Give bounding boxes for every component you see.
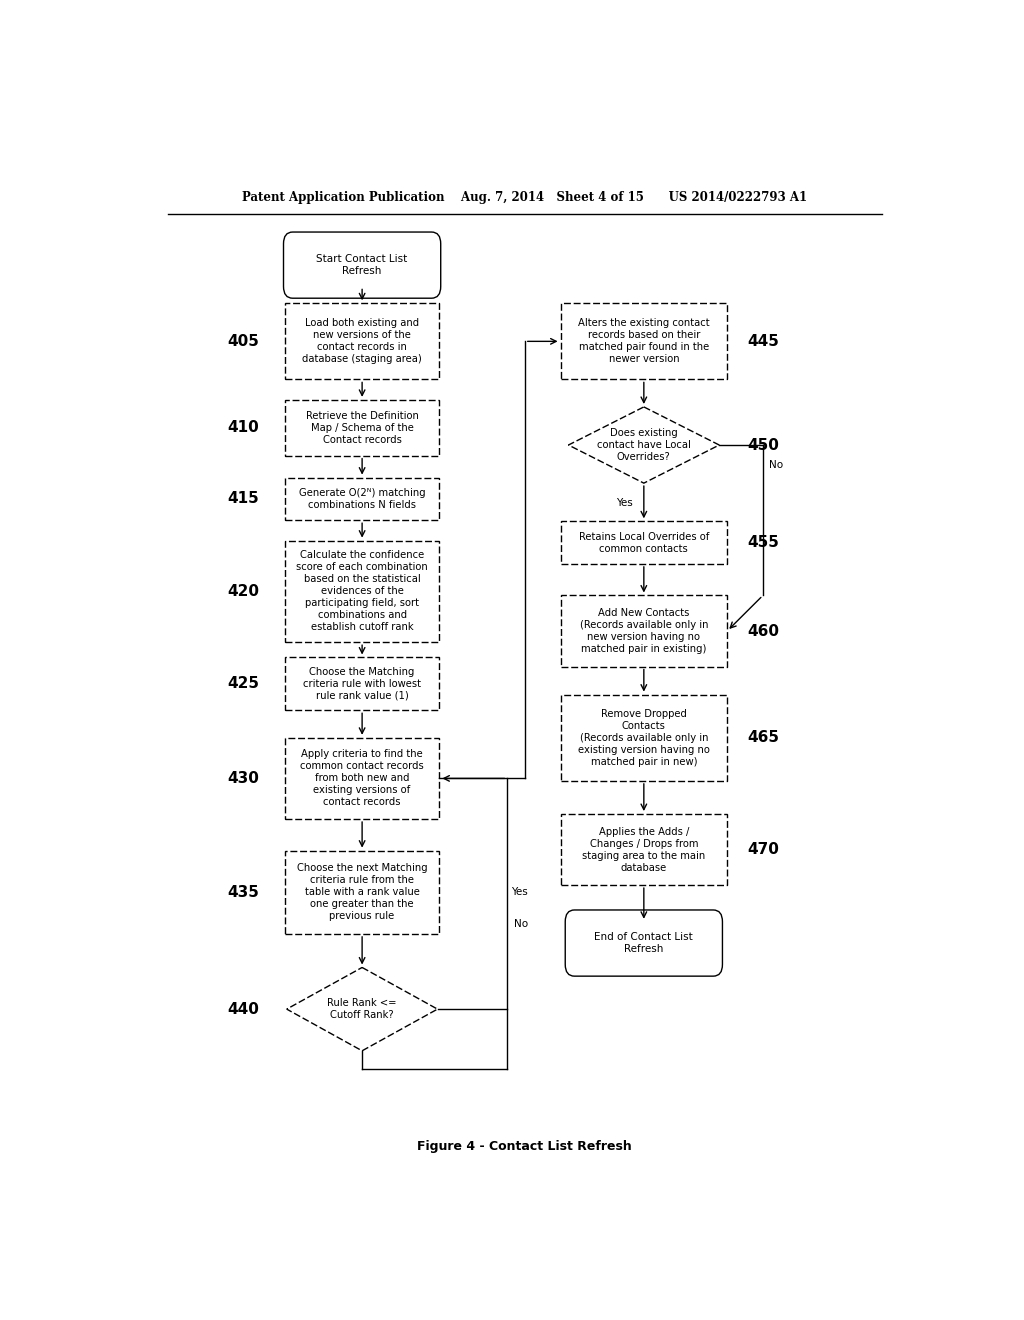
Polygon shape	[568, 407, 719, 483]
Text: Alters the existing contact
records based on their
matched pair found in the
new: Alters the existing contact records base…	[578, 318, 710, 364]
FancyBboxPatch shape	[560, 304, 727, 379]
Text: 460: 460	[746, 623, 779, 639]
FancyBboxPatch shape	[565, 909, 723, 977]
FancyBboxPatch shape	[285, 541, 439, 643]
Polygon shape	[287, 968, 437, 1051]
Text: 450: 450	[746, 437, 779, 453]
FancyBboxPatch shape	[285, 850, 439, 935]
FancyBboxPatch shape	[284, 232, 440, 298]
Text: Patent Application Publication    Aug. 7, 2014   Sheet 4 of 15      US 2014/0222: Patent Application Publication Aug. 7, 2…	[243, 190, 807, 203]
Text: Load both existing and
new versions of the
contact records in
database (staging : Load both existing and new versions of t…	[302, 318, 422, 364]
Text: 445: 445	[746, 334, 779, 348]
FancyBboxPatch shape	[285, 400, 439, 455]
Text: 410: 410	[227, 420, 259, 436]
FancyBboxPatch shape	[285, 478, 439, 520]
Text: 465: 465	[746, 730, 779, 746]
Text: Applies the Adds /
Changes / Drops from
staging area to the main
database: Applies the Adds / Changes / Drops from …	[583, 826, 706, 873]
Text: No: No	[769, 461, 783, 470]
Text: Yes: Yes	[511, 887, 528, 898]
Text: Choose the next Matching
criteria rule from the
table with a rank value
one grea: Choose the next Matching criteria rule f…	[297, 863, 427, 921]
FancyBboxPatch shape	[285, 304, 439, 379]
Text: Add New Contacts
(Records available only in
new version having no
matched pair i: Add New Contacts (Records available only…	[580, 609, 708, 653]
FancyBboxPatch shape	[560, 595, 727, 667]
Text: No: No	[514, 919, 527, 929]
Text: 470: 470	[746, 842, 779, 857]
Text: Calculate the confidence
score of each combination
based on the statistical
evid: Calculate the confidence score of each c…	[296, 550, 428, 632]
Text: Retains Local Overrides of
common contacts: Retains Local Overrides of common contac…	[579, 532, 709, 553]
Text: Rule Rank <=
Cutoff Rank?: Rule Rank <= Cutoff Rank?	[328, 998, 397, 1020]
FancyBboxPatch shape	[285, 738, 439, 818]
Text: 405: 405	[227, 334, 259, 348]
Text: 430: 430	[227, 771, 259, 785]
Text: Apply criteria to find the
common contact records
from both new and
existing ver: Apply criteria to find the common contac…	[300, 750, 424, 808]
FancyBboxPatch shape	[560, 694, 727, 781]
Text: Start Contact List
Refresh: Start Contact List Refresh	[316, 253, 408, 276]
Text: 440: 440	[227, 1002, 259, 1016]
Text: Remove Dropped
Contacts
(Records available only in
existing version having no
ma: Remove Dropped Contacts (Records availab…	[578, 709, 710, 767]
Text: 455: 455	[746, 535, 779, 550]
FancyBboxPatch shape	[560, 521, 727, 564]
Text: Figure 4 - Contact List Refresh: Figure 4 - Contact List Refresh	[418, 1140, 632, 1152]
Text: Retrieve the Definition
Map / Schema of the
Contact records: Retrieve the Definition Map / Schema of …	[306, 411, 419, 445]
Text: Generate O(2ᴺ) matching
combinations N fields: Generate O(2ᴺ) matching combinations N f…	[299, 488, 425, 510]
Text: Does existing
contact have Local
Overrides?: Does existing contact have Local Overrid…	[597, 428, 691, 462]
Text: 420: 420	[227, 583, 259, 599]
Text: Yes: Yes	[615, 499, 633, 508]
Text: End of Contact List
Refresh: End of Contact List Refresh	[595, 932, 693, 954]
Text: 415: 415	[227, 491, 259, 507]
FancyBboxPatch shape	[560, 814, 727, 886]
FancyBboxPatch shape	[285, 657, 439, 710]
Text: 425: 425	[227, 676, 259, 692]
Text: 435: 435	[227, 884, 259, 900]
Text: Choose the Matching
criteria rule with lowest
rule rank value (1): Choose the Matching criteria rule with l…	[303, 667, 421, 701]
